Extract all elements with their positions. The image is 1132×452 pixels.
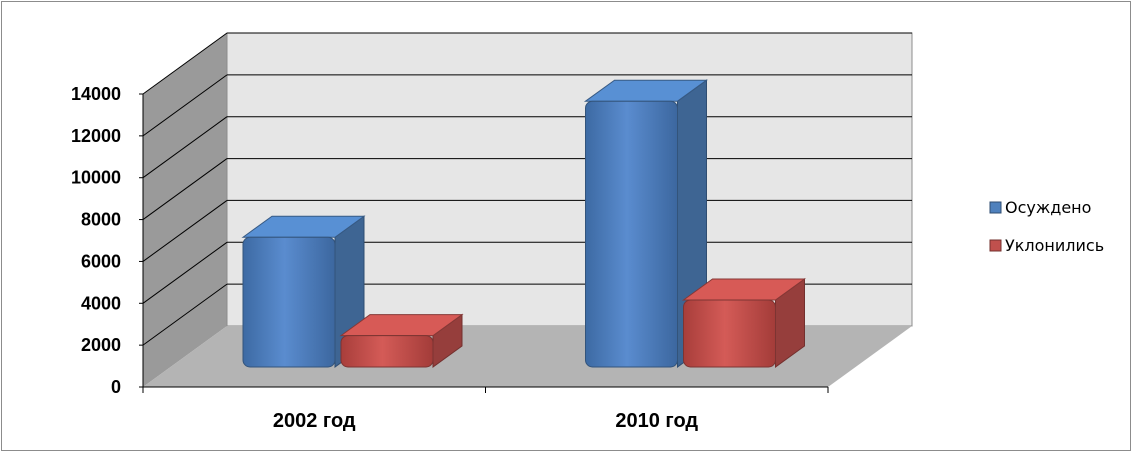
legend: Осуждено Уклонились: [989, 198, 1104, 255]
bars: [241, 79, 807, 368]
legend-item-convicted: Осуждено: [989, 198, 1091, 217]
plot-walls: [143, 32, 913, 387]
y-tick-label: 6000: [81, 251, 121, 271]
side-wall: [143, 33, 227, 387]
bar-convicted-1: [583, 79, 709, 368]
gridline: [142, 241, 228, 304]
legend-label: Осуждено: [1005, 198, 1091, 217]
y-axis: 0 2000 4000 6000 8000 10000 12000 14000: [71, 84, 144, 397]
y-tick-label: 12000: [71, 126, 121, 146]
x-category-label: 2002 год: [273, 410, 356, 432]
legend-label: Уклонились: [1005, 236, 1104, 255]
bar-front: [242, 236, 336, 368]
bar-front: [585, 100, 678, 368]
bar-evaded-0: [339, 313, 464, 368]
gridline: [142, 283, 228, 346]
gridline: [142, 116, 228, 179]
gridline: [142, 158, 228, 220]
bar-front: [340, 335, 434, 368]
bar-front: [683, 299, 776, 368]
y-tick-label: 14000: [71, 84, 121, 104]
legend-swatch: [989, 239, 1002, 252]
y-tick-label: 4000: [81, 293, 121, 313]
y-tick-label: 2000: [81, 335, 121, 355]
bar-evaded-1: [681, 278, 807, 368]
y-tick-label: 0: [111, 377, 121, 397]
y-tick-label: 8000: [81, 210, 121, 230]
legend-swatch: [989, 201, 1002, 214]
gridline: [142, 200, 228, 262]
x-category-label: 2010 год: [615, 410, 698, 432]
gridline: [142, 74, 228, 137]
gridline: [142, 32, 228, 95]
y-tick-label: 10000: [71, 168, 121, 188]
legend-item-evaded: Уклонились: [989, 236, 1104, 255]
x-axis: 2002 год 2010 год: [142, 386, 829, 432]
